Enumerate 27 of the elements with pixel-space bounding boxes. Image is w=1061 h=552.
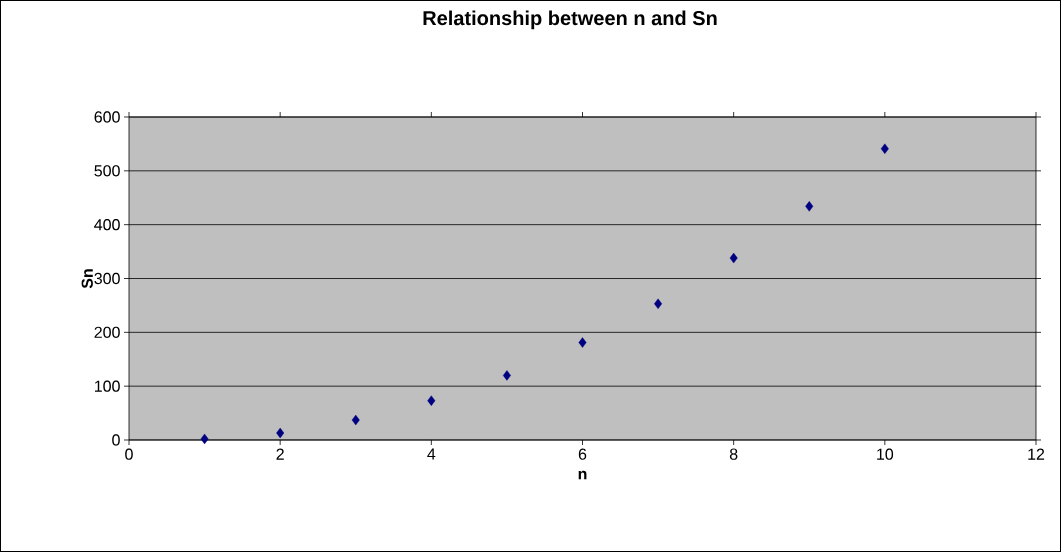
point [200,433,209,445]
point [654,298,663,309]
x-tick-label: 6 [578,448,587,460]
x-axis-title: n [578,470,587,480]
x-tick-label: 8 [729,448,738,460]
point [880,143,889,154]
y-tick-label: 600 [94,111,120,123]
y-tick-label: 200 [94,326,120,338]
point [502,370,511,381]
x-tick-label: 4 [427,448,436,460]
y-tick-label: 500 [94,165,120,177]
point [729,252,738,264]
y-tick-label: 300 [94,272,120,285]
point [276,427,285,439]
x-tick-label: 0 [125,448,133,460]
point [351,414,360,426]
point [578,337,587,348]
point [427,395,436,406]
y-tick-label: 100 [94,380,120,392]
x-tick-label: 10 [877,448,894,460]
y-axis-title: Sn [81,269,93,289]
y-tick-label: 400 [94,219,120,231]
point [805,201,814,212]
x-tick-label: 12 [1028,448,1045,460]
x-tick-label: 2 [276,448,284,460]
chart-title: Relationship between n and Sn [423,10,717,30]
y-tick-label: 0 [112,434,120,446]
